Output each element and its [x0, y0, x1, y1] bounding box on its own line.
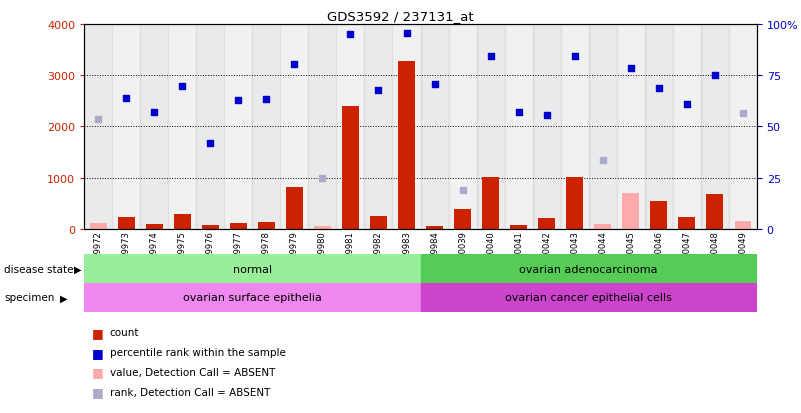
Bar	[505, 25, 533, 229]
Bar	[174, 215, 191, 229]
Bar	[196, 25, 224, 229]
Bar	[454, 210, 471, 229]
Text: ovarian cancer epithelial cells: ovarian cancer epithelial cells	[505, 293, 672, 303]
Text: rank, Detection Call = ABSENT: rank, Detection Call = ABSENT	[110, 387, 270, 397]
Bar	[645, 25, 673, 229]
Text: ▶: ▶	[60, 293, 67, 303]
Bar	[701, 25, 729, 229]
Bar	[477, 25, 505, 229]
Bar	[617, 25, 645, 229]
Bar	[252, 25, 280, 229]
Text: normal: normal	[233, 264, 272, 274]
Bar	[140, 25, 168, 229]
Bar	[426, 226, 443, 229]
Point	[428, 82, 441, 88]
Point	[596, 157, 609, 164]
Text: ovarian adenocarcinoma: ovarian adenocarcinoma	[520, 264, 658, 274]
Bar	[168, 25, 196, 229]
Text: ■: ■	[92, 366, 104, 379]
Bar	[336, 25, 364, 229]
Point	[680, 101, 693, 108]
Point	[231, 97, 244, 104]
Point	[456, 188, 469, 194]
Bar	[84, 284, 421, 312]
Bar	[280, 25, 308, 229]
Bar	[258, 223, 275, 229]
Bar	[650, 201, 667, 229]
Text: ■: ■	[92, 385, 104, 399]
Point	[288, 62, 300, 69]
Point	[512, 110, 525, 116]
Point	[372, 88, 384, 95]
Bar	[421, 25, 449, 229]
Text: disease state: disease state	[4, 264, 74, 274]
Text: percentile rank within the sample: percentile rank within the sample	[110, 347, 286, 357]
Bar	[308, 25, 336, 229]
Bar	[482, 178, 499, 229]
Text: ■: ■	[92, 326, 104, 339]
Bar	[421, 284, 757, 312]
Point	[316, 175, 328, 181]
Bar	[706, 195, 723, 229]
Point	[147, 110, 160, 116]
Bar	[735, 221, 751, 229]
Bar	[561, 25, 589, 229]
Point	[120, 95, 133, 102]
Bar	[678, 218, 695, 229]
Point	[203, 140, 216, 147]
Point	[624, 65, 637, 72]
Bar	[510, 225, 527, 229]
Point	[708, 73, 721, 79]
Point	[484, 53, 497, 60]
Point	[568, 53, 581, 60]
Bar	[146, 224, 163, 229]
Bar	[589, 25, 617, 229]
Point	[652, 85, 665, 92]
Point	[175, 83, 188, 90]
Point	[260, 96, 272, 103]
Bar	[224, 25, 252, 229]
Bar	[538, 218, 555, 229]
Text: count: count	[110, 328, 139, 337]
Point	[736, 111, 749, 118]
Bar	[533, 25, 561, 229]
Text: ovarian surface epithelia: ovarian surface epithelia	[183, 293, 322, 303]
Bar	[84, 25, 112, 229]
Bar	[421, 255, 757, 283]
Bar	[90, 223, 107, 229]
Bar	[364, 25, 392, 229]
Bar	[202, 225, 219, 229]
Bar	[342, 107, 359, 229]
Text: ■: ■	[92, 346, 104, 359]
Bar	[673, 25, 701, 229]
Text: ▶: ▶	[74, 264, 81, 274]
Bar	[398, 62, 415, 229]
Bar	[566, 177, 583, 229]
Text: value, Detection Call = ABSENT: value, Detection Call = ABSENT	[110, 367, 275, 377]
Bar	[729, 25, 757, 229]
Text: GDS3592 / 237131_at: GDS3592 / 237131_at	[327, 10, 474, 23]
Point	[540, 112, 553, 119]
Point	[91, 116, 104, 123]
Point	[400, 31, 413, 37]
Bar	[449, 25, 477, 229]
Bar	[230, 223, 247, 229]
Bar	[392, 25, 421, 229]
Bar	[286, 188, 303, 229]
Point	[344, 32, 356, 38]
Bar	[112, 25, 140, 229]
Bar	[622, 194, 639, 229]
Bar	[118, 218, 135, 229]
Text: specimen: specimen	[4, 293, 54, 303]
Bar	[370, 216, 387, 229]
Bar	[594, 225, 611, 229]
Bar	[84, 255, 421, 283]
Bar	[314, 226, 331, 229]
